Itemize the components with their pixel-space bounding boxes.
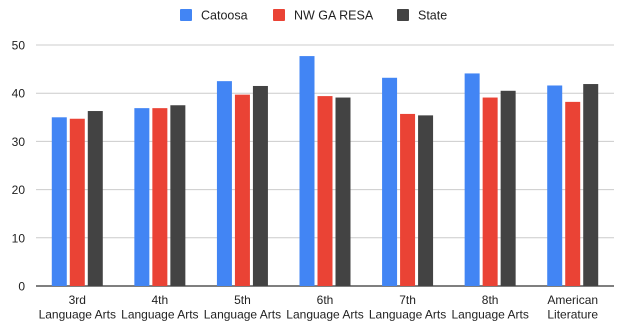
y-tick-label-10: 10	[12, 231, 26, 245]
legend-label-nw-ga-resa: NW GA RESA	[294, 9, 374, 23]
legend-label-state: State	[418, 9, 447, 23]
x-tick-label-american-literature: American Literature	[547, 293, 598, 322]
bar-state-american-literature	[583, 84, 599, 287]
y-tick-label-50: 50	[12, 39, 26, 53]
bar-state-8th-language-arts	[500, 90, 516, 286]
y-tick-label-30: 30	[12, 135, 26, 149]
x-tick-label-3rd-language-arts: 3rd Language Arts	[39, 293, 116, 322]
legend: Catoosa NW GA RESA State	[180, 9, 447, 23]
bar-catoosa-4th-language-arts	[134, 108, 150, 286]
y-axis: 0 10 20 30 40 50	[12, 39, 26, 294]
legend-swatch-catoosa	[180, 9, 192, 21]
bar-state-4th-language-arts	[170, 105, 186, 286]
bars	[51, 56, 599, 287]
bar-catoosa-3rd-language-arts	[51, 117, 67, 286]
x-tick-label-5th-language-arts: 5th Language Arts	[204, 293, 281, 322]
legend-swatch-state	[397, 9, 409, 21]
y-tick-label-20: 20	[12, 183, 26, 197]
bar-nw-ga-resa-6th-language-arts	[317, 96, 333, 286]
bar-nw-ga-resa-3rd-language-arts	[69, 118, 85, 286]
legend-swatch-nw-ga-resa	[273, 9, 285, 21]
bar-nw-ga-resa-5th-language-arts	[234, 94, 250, 286]
bar-state-3rd-language-arts	[87, 111, 103, 286]
bar-nw-ga-resa-4th-language-arts	[152, 108, 168, 286]
x-tick-label-8th-language-arts: 8th Language Arts	[451, 293, 528, 322]
bar-catoosa-8th-language-arts	[464, 73, 480, 286]
y-tick-label-0: 0	[18, 280, 25, 294]
bar-state-7th-language-arts	[418, 115, 434, 286]
x-tick-label-7th-language-arts: 7th Language Arts	[369, 293, 446, 322]
bar-state-5th-language-arts	[252, 85, 268, 286]
bar-catoosa-5th-language-arts	[216, 81, 232, 287]
bar-nw-ga-resa-7th-language-arts	[400, 113, 416, 287]
legend-label-catoosa: Catoosa	[201, 9, 248, 23]
bar-nw-ga-resa-american-literature	[565, 101, 581, 286]
x-tick-label-4th-language-arts: 4th Language Arts	[121, 293, 198, 322]
bar-catoosa-6th-language-arts	[299, 56, 315, 286]
bar-state-6th-language-arts	[335, 97, 351, 287]
bar-catoosa-american-literature	[547, 85, 563, 286]
bar-nw-ga-resa-8th-language-arts	[482, 97, 498, 287]
x-tick-label-6th-language-arts: 6th Language Arts	[286, 293, 363, 322]
bar-catoosa-7th-language-arts	[382, 77, 398, 286]
y-tick-label-40: 40	[12, 87, 26, 101]
